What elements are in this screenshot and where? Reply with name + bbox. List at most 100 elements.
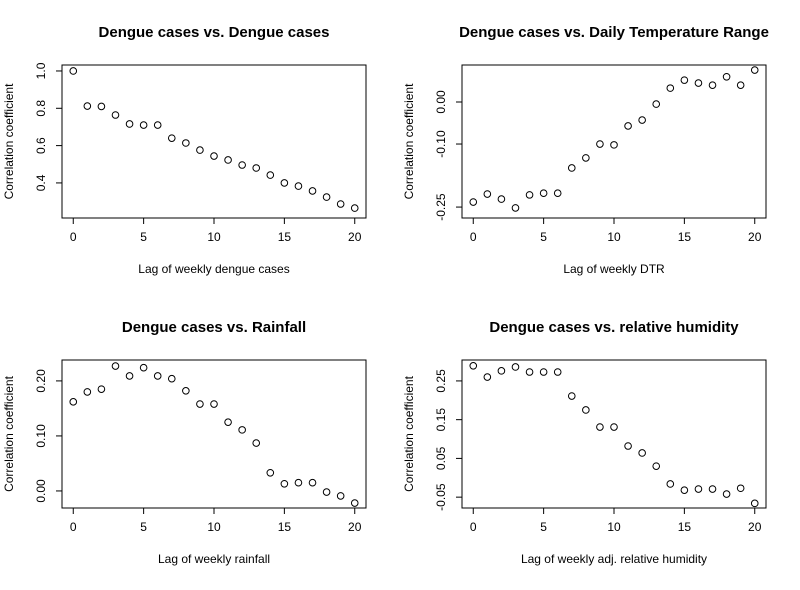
point [483, 373, 492, 381]
point [153, 121, 162, 129]
y-tick-label: 0.10 [34, 424, 48, 448]
point [252, 164, 261, 172]
point [266, 171, 275, 179]
x-axis-label: Lag of weekly adj. relative humidity [521, 552, 707, 566]
y-tick-label: 0.25 [434, 369, 448, 393]
y-tick-label: 0.15 [434, 408, 448, 432]
x-tick-label: 0 [70, 230, 77, 244]
point [525, 368, 534, 376]
point [652, 462, 661, 470]
point [252, 439, 261, 447]
point [266, 468, 275, 477]
point [638, 449, 646, 457]
point [238, 161, 246, 169]
point [582, 154, 590, 162]
point [224, 156, 232, 164]
point [111, 111, 120, 119]
y-tick-label: 0.00 [34, 479, 48, 503]
point [708, 485, 717, 493]
plot-box [61, 359, 367, 509]
point [539, 189, 548, 198]
x-axis-label: Lag of weekly dengue cases [138, 262, 289, 276]
point [350, 204, 359, 212]
point [596, 423, 604, 431]
point [680, 76, 689, 84]
point [139, 121, 148, 129]
point [83, 102, 92, 110]
x-tick-label: 10 [607, 230, 621, 244]
point [736, 484, 745, 493]
x-tick-label: 0 [470, 230, 477, 244]
point [210, 400, 218, 408]
chart-title: Dengue cases vs. Dengue cases [99, 24, 330, 41]
point [294, 478, 303, 487]
point [322, 488, 331, 496]
x-tick-label: 20 [748, 230, 762, 244]
x-tick-label: 5 [140, 230, 147, 244]
point [238, 426, 246, 434]
y-tick-label: -0.05 [434, 483, 448, 511]
point [483, 190, 492, 198]
y-tick-label: 0.20 [34, 369, 48, 393]
point [182, 387, 190, 395]
point [294, 182, 303, 190]
x-tick-label: 0 [470, 520, 477, 534]
point [139, 363, 148, 372]
point [182, 139, 190, 147]
point [97, 102, 106, 111]
point [596, 140, 604, 148]
point [69, 67, 78, 75]
x-tick-label: 5 [540, 230, 547, 244]
point [69, 398, 78, 406]
y-tick-label: 0.05 [434, 446, 448, 470]
point [722, 490, 731, 498]
x-tick-label: 10 [607, 520, 621, 534]
y-tick-label: 1.0 [34, 62, 48, 79]
point [224, 418, 232, 426]
point [539, 368, 548, 376]
point [553, 189, 562, 198]
point [610, 423, 618, 431]
x-tick-label: 10 [207, 230, 221, 244]
point [652, 100, 661, 108]
point [196, 146, 204, 154]
y-axis-label: Correlation coefficient [2, 375, 16, 492]
point [336, 200, 345, 208]
point [210, 152, 218, 160]
point [125, 372, 134, 380]
y-tick-label: 0.6 [34, 137, 48, 154]
point [750, 499, 759, 508]
x-tick-label: 5 [540, 520, 547, 534]
point [322, 193, 331, 201]
x-tick-label: 15 [278, 520, 292, 534]
point [280, 179, 289, 187]
point [666, 480, 675, 488]
x-tick-label: 0 [70, 520, 77, 534]
plot-box [61, 64, 367, 219]
y-tick-label: -0.10 [434, 130, 448, 158]
point [167, 134, 176, 142]
x-tick-label: 15 [278, 230, 292, 244]
chart-title: Dengue cases vs. Daily Temperature Range [459, 24, 769, 41]
point [750, 66, 759, 74]
chart-title: Dengue cases vs. relative humidity [489, 319, 739, 336]
point [308, 187, 317, 195]
y-axis-label: Correlation coefficient [402, 375, 416, 492]
point [567, 392, 576, 400]
plot-box [461, 359, 767, 509]
point [469, 198, 478, 206]
point [624, 122, 632, 130]
point [97, 385, 106, 393]
point [680, 486, 689, 494]
point [511, 363, 520, 371]
point [708, 81, 717, 89]
point [736, 81, 745, 89]
point [722, 72, 731, 81]
y-tick-label: 0.8 [34, 100, 48, 117]
point [610, 141, 618, 149]
x-tick-label: 15 [678, 520, 692, 534]
y-tick-label: 0.4 [34, 174, 48, 191]
point [196, 400, 204, 408]
point [280, 479, 289, 488]
